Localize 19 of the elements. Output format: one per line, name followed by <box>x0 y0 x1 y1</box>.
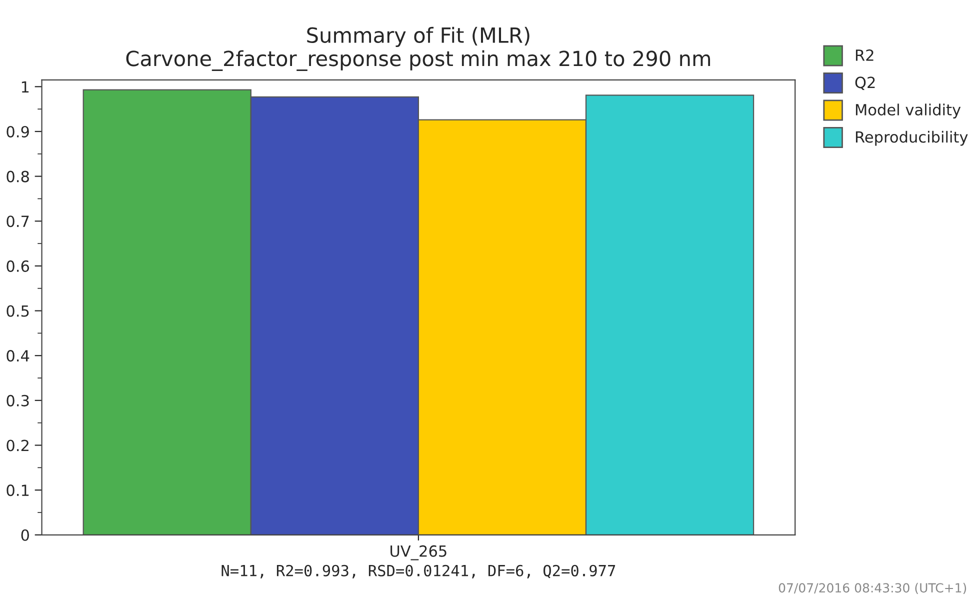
text: N=11, R2=0.993, RSD=0.01241, DF=6, Q2=0.977 <box>222 564 616 578</box>
chart-title: Summary of Fit (MLR) Carvone_2factor_response post min max 210 to 290 nm <box>126 26 710 71</box>
y-tick-label: 0.6 <box>6 260 30 272</box>
y-tick-label: 0.1 <box>6 484 29 496</box>
y-tick-label: 1 <box>22 81 29 92</box>
legend-label: Model validity <box>856 104 961 118</box>
x-tick-label: UV_265 <box>390 545 446 560</box>
legend-label: R2 <box>856 49 874 61</box>
y-tick-label: 0.4 <box>6 350 30 362</box>
y-tick-label: 0.3 <box>6 394 29 406</box>
legend-label: Reproducibility <box>856 130 968 146</box>
y-tick-label: 0.7 <box>6 216 29 228</box>
y-tick-label: 0.8 <box>6 170 29 182</box>
y-tick-label: 0.2 <box>6 440 28 452</box>
legend-label: Q2 <box>855 76 875 90</box>
y-tick-label: 0 <box>21 529 29 541</box>
y-tick-label: 0.5 <box>6 305 29 317</box>
y-tick-label: 0.9 <box>6 126 29 138</box>
text: 07/07/2016 08:43:30 (UTC+1) <box>778 582 966 594</box>
